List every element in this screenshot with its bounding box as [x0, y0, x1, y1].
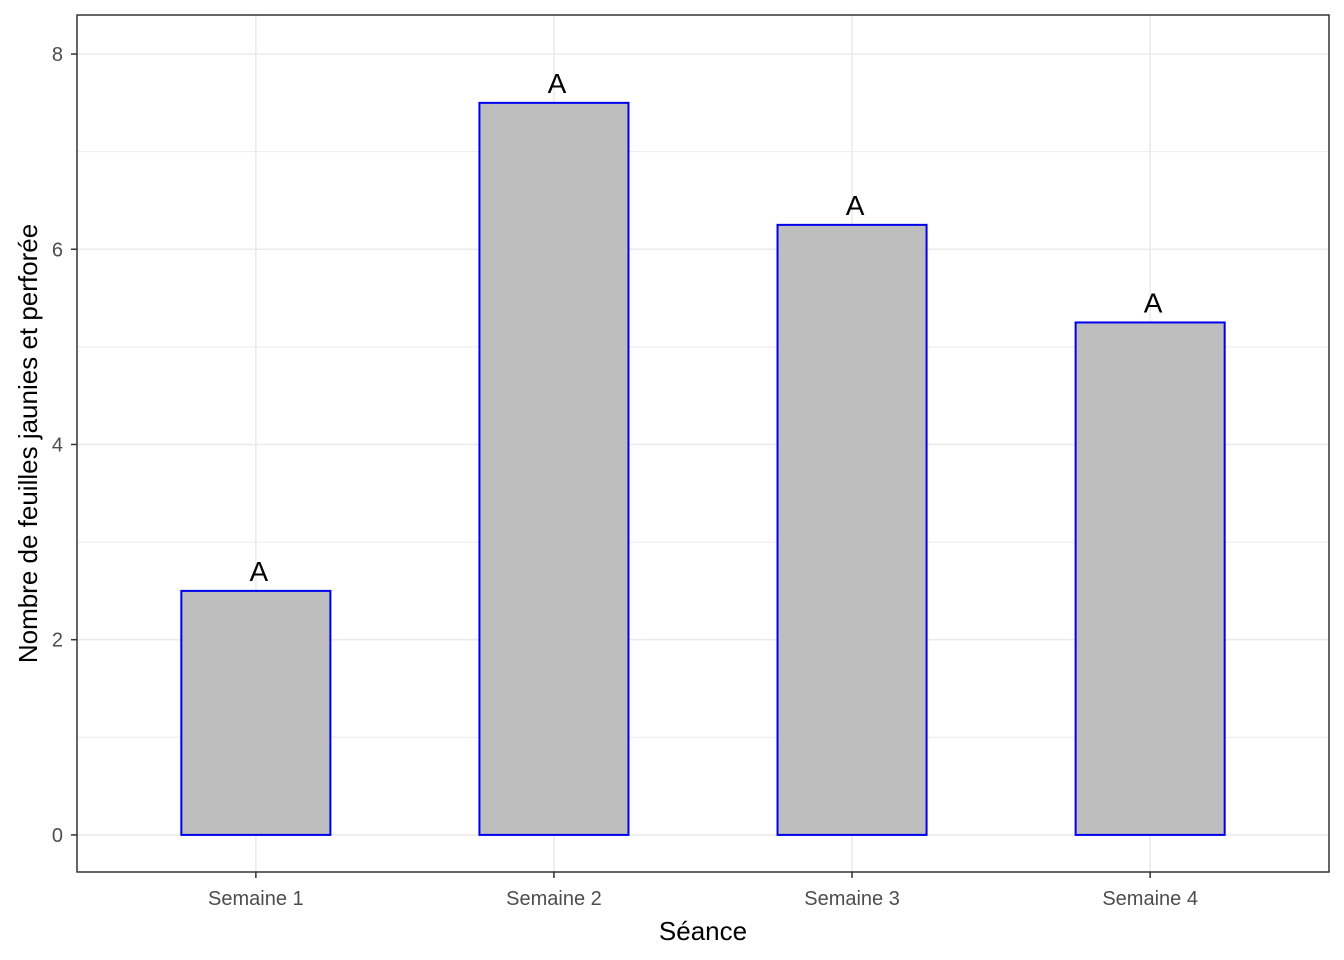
bar-data-label: A	[1144, 287, 1163, 318]
y-tick-label: 8	[52, 44, 63, 66]
x-tick-label: Semaine 4	[1102, 888, 1198, 910]
bars	[180, 101, 1226, 836]
bar	[1074, 321, 1226, 836]
bar-data-label: A	[250, 556, 269, 587]
x-axis: Semaine 1 Semaine 2 Semaine 3 Semaine 4	[208, 872, 1198, 910]
bar-labels: A A A A	[250, 68, 1163, 587]
panel-border	[76, 14, 1330, 873]
y-axis: 0 2 4 6 8	[52, 44, 77, 847]
x-axis-title: Séance	[659, 916, 747, 946]
bar	[478, 101, 630, 836]
x-tick-label: Semaine 1	[208, 888, 304, 910]
y-tick-label: 0	[52, 825, 63, 847]
bar-data-label: A	[548, 68, 567, 99]
bar-data-label: A	[846, 190, 865, 221]
bar	[180, 589, 332, 836]
y-tick-label: 2	[52, 630, 63, 652]
x-tick-label: Semaine 2	[506, 888, 602, 910]
y-tick-label: 4	[52, 434, 63, 456]
y-tick-label: 6	[52, 239, 63, 261]
y-axis-title: Nombre de feuilles jaunies et perforée	[13, 224, 43, 663]
x-tick-label: Semaine 3	[804, 888, 900, 910]
bar	[776, 223, 928, 836]
